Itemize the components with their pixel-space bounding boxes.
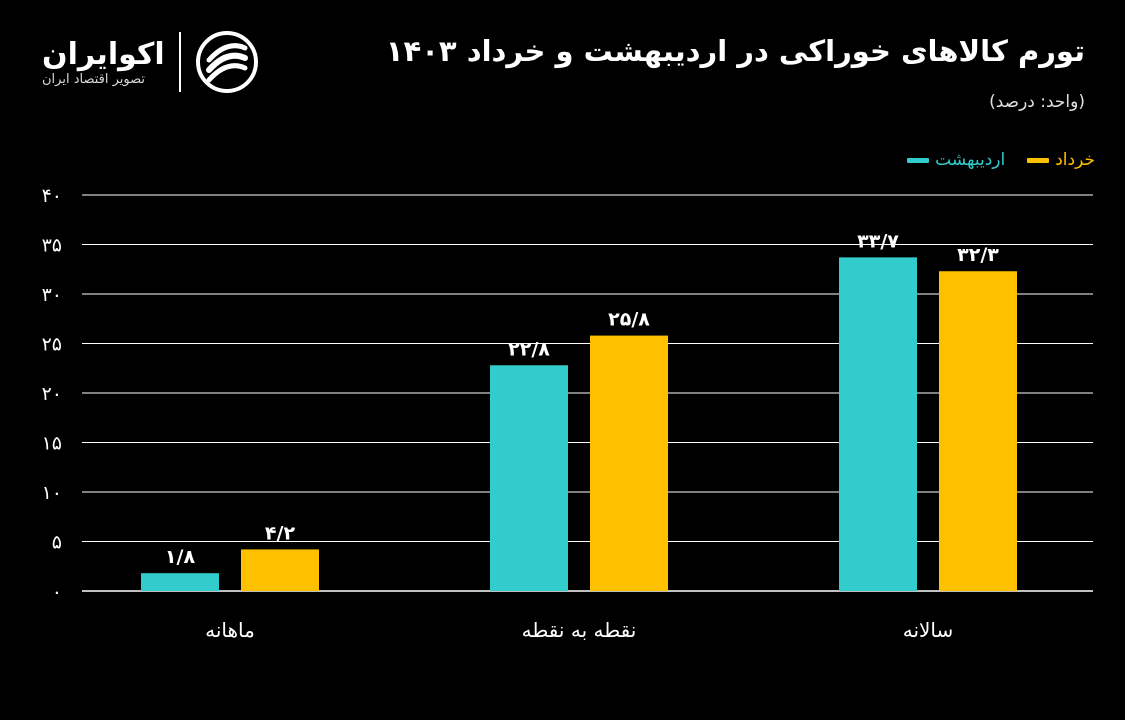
y-tick-label: ۳۵ [42, 235, 62, 257]
grid-layer [82, 194, 1093, 592]
y-tick-label: ۰ [52, 581, 62, 603]
y-tick-label: ۲۵ [42, 334, 62, 356]
y-tick-label: ۳۰ [42, 284, 62, 306]
y-tick-label: ۴۰ [42, 185, 62, 207]
y-tick-label: ۱۰ [42, 482, 62, 504]
legend-item-series-1: اردیبهشت [907, 150, 1005, 170]
data-label: ۲۵/۸ [608, 309, 650, 331]
chart-legend: اردیبهشت خرداد [907, 150, 1095, 170]
brand-divider [178, 32, 181, 92]
legend-swatch-series-1 [907, 157, 930, 163]
data-label: ۲۲/۸ [508, 338, 550, 360]
brand-name: اکوایران [42, 36, 165, 72]
y-tick-label: ۲۰ [42, 383, 62, 405]
legend-swatch-series-2 [1027, 157, 1050, 163]
data-label: ۳۳/۷ [857, 230, 899, 252]
brand-tagline: تصویر اقتصاد ایران [42, 71, 145, 87]
bar-series-1 [490, 365, 568, 591]
legend-label-series-1: اردیبهشت [935, 150, 1006, 170]
bar-series-1 [839, 257, 917, 591]
brand-text: اکوایران تصویر اقتصاد ایران [42, 36, 165, 87]
x-category-label: سالانه [903, 618, 954, 642]
x-category-label: ماهانه [205, 618, 255, 642]
brand-emblem-icon [195, 31, 258, 93]
bar-series-2 [590, 335, 668, 591]
bar-series-1 [141, 573, 219, 591]
chart-title: تورم کالاهای خوراکی در اردیبهشت و خرداد … [385, 34, 1085, 68]
labels-layer: ۰ ۵ ۱۰ ۱۵ ۲۰ ۲۵ ۳۰ ۳۵ ۴۰ ماهانه ۱/۸ ۴/۲ نقطه به نقطه… [42, 185, 1000, 642]
chart-subtitle: (واحد: درصد) [989, 92, 1085, 112]
data-label: ۴/۲ [265, 522, 296, 544]
data-label: ۱/۸ [165, 546, 196, 568]
data-label: ۳۲/۳ [957, 244, 999, 266]
legend-label-series-2: خرداد [1055, 150, 1095, 170]
y-tick-label: ۵ [52, 532, 62, 554]
brand-logo: اکوایران تصویر اقتصاد ایران [42, 30, 259, 94]
y-tick-label: ۱۵ [42, 433, 62, 455]
legend-item-series-2: خرداد [1027, 150, 1095, 170]
bars-layer [141, 257, 1017, 591]
x-category-label: نقطه به نقطه [522, 618, 637, 642]
bar-series-2 [939, 271, 1017, 591]
bar-series-2 [241, 549, 319, 591]
